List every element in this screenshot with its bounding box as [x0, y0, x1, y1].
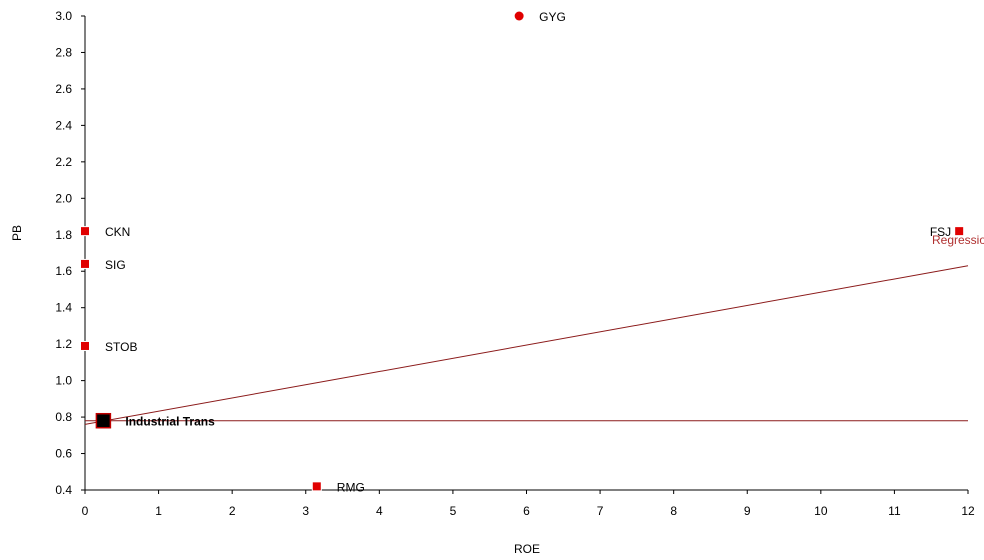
axes: 0.4 0.6 0.8 1.0 1.2 1.4 1.6 1.8 2.0 2.2 2.4 2.6 2.8 3… — [55, 9, 975, 518]
y-tick-label: 1.8 — [55, 228, 72, 242]
point-labels: Regression GYG CKN SIG STOB FSJ RMG Industrial … — [105, 10, 984, 494]
x-tick-label: 8 — [670, 504, 677, 518]
y-tick-label: 1.6 — [55, 264, 72, 278]
x-tick-label: 3 — [302, 504, 309, 518]
y-axis-title: PB — [10, 225, 24, 241]
y-tick-label: 2.8 — [55, 45, 72, 59]
data-point-highlight — [95, 412, 112, 429]
y-tick-label: 2.6 — [55, 82, 72, 96]
data-label: Industrial Trans — [125, 415, 215, 429]
x-tick-label: 4 — [376, 504, 383, 518]
y-tick-label: 1.0 — [55, 374, 72, 388]
data-point — [954, 226, 965, 237]
y-tick-label: 1.4 — [55, 301, 72, 315]
x-tick-label: 6 — [523, 504, 530, 518]
data-label: CKN — [105, 225, 130, 239]
y-tick-label: 2.4 — [55, 118, 72, 132]
data-label: FSJ — [930, 225, 951, 239]
x-tick-label: 11 — [888, 504, 901, 518]
data-points — [80, 11, 965, 492]
data-point — [80, 340, 90, 351]
x-tick-label: 2 — [229, 504, 236, 518]
x-tick-label: 0 — [82, 504, 89, 518]
x-axis-title: ROE — [514, 542, 540, 556]
data-label: GYG — [539, 10, 566, 24]
y-tick-label: 0.4 — [55, 483, 72, 497]
regression-label: Regression — [932, 233, 984, 247]
x-tick-label: 9 — [744, 504, 751, 518]
data-point — [311, 481, 322, 492]
regression-line — [84, 265, 969, 425]
x-tick-label: 5 — [450, 504, 457, 518]
data-label: SIG — [105, 258, 126, 272]
data-point — [514, 11, 524, 21]
x-tick-label: 10 — [814, 504, 828, 518]
x-tick-label: 1 — [155, 504, 162, 518]
y-tick-label: 1.2 — [55, 337, 72, 351]
x-tick-label: 12 — [961, 504, 975, 518]
y-tick-label: 2.2 — [55, 155, 72, 169]
data-label: STOB — [105, 340, 137, 354]
data-point — [80, 258, 90, 269]
y-tick-label: 0.6 — [55, 447, 72, 461]
data-label: RMG — [337, 480, 365, 494]
data-point — [80, 226, 90, 237]
y-tick-label: 2.0 — [55, 191, 72, 205]
trend-lines — [84, 265, 969, 425]
y-tick-label: 0.8 — [55, 410, 72, 424]
x-tick-label: 7 — [597, 504, 604, 518]
y-tick-label: 3.0 — [55, 9, 72, 23]
